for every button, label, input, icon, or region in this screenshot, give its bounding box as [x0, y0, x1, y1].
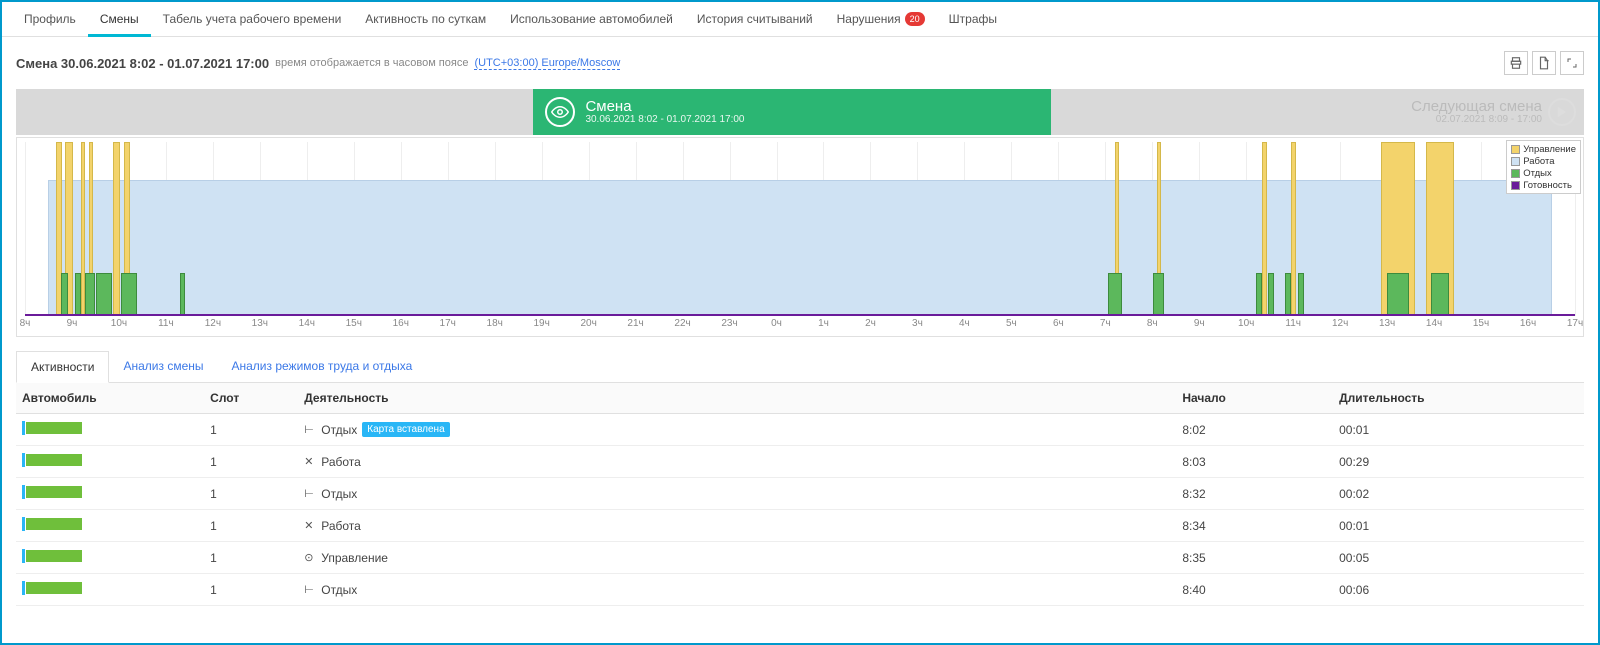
- th-Автомобиль[interactable]: Автомобиль: [16, 383, 204, 414]
- tab-Табель учета рабочего времени[interactable]: Табель учета рабочего времени: [151, 2, 354, 36]
- tab-Активность по суткам[interactable]: Активность по суткам: [353, 2, 498, 36]
- fullscreen-button[interactable]: [1560, 51, 1584, 75]
- print-button[interactable]: [1504, 51, 1528, 75]
- activity-chart[interactable]: УправлениеРаботаОтдыхГотовность 8ч9ч10ч1…: [16, 137, 1584, 337]
- shift-banner-range: 30.06.2021 8:02 - 01.07.2021 17:00: [585, 114, 744, 125]
- eye-icon: [545, 97, 575, 127]
- shift-banner-title: Смена: [585, 99, 744, 114]
- table-row[interactable]: 1⊢Отдых8:4000:06: [16, 574, 1584, 606]
- work-icon: ✕: [304, 519, 316, 532]
- subtab-Анализ режимов труда и отдыха[interactable]: Анализ режимов труда и отдыха: [218, 351, 427, 382]
- th-Деятельность[interactable]: Деятельность: [298, 383, 1176, 414]
- activity-sub-tabs: АктивностиАнализ сменыАнализ режимов тру…: [16, 351, 1584, 383]
- shift-banner-row: Смена 30.06.2021 8:02 - 01.07.2021 17:00…: [16, 89, 1584, 135]
- next-shift[interactable]: Следующая смена 02.07.2021 8:09 - 17:00: [1411, 89, 1584, 135]
- tab-Профиль[interactable]: Профиль: [12, 2, 88, 36]
- timezone-link[interactable]: (UTC+03:00) Europe/Moscow: [474, 57, 620, 70]
- tab-История считываний[interactable]: История считываний: [685, 2, 825, 36]
- chart-axis: 8ч9ч10ч11ч12ч13ч14ч15ч16ч17ч18ч19ч20ч21ч…: [25, 318, 1575, 334]
- th-Длительность[interactable]: Длительность: [1333, 383, 1584, 414]
- next-shift-range: 02.07.2021 8:09 - 17:00: [1411, 114, 1542, 125]
- shift-subheader: Смена 30.06.2021 8:02 - 01.07.2021 17:00…: [2, 37, 1598, 83]
- th-Слот[interactable]: Слот: [204, 383, 298, 414]
- rest-icon: ⊢: [304, 487, 316, 500]
- subtab-Анализ смены[interactable]: Анализ смены: [109, 351, 217, 382]
- tab-Штрафы[interactable]: Штрафы: [937, 2, 1009, 36]
- tab-Использование автомобилей[interactable]: Использование автомобилей: [498, 2, 685, 36]
- chart-baseline: [25, 314, 1575, 316]
- rest-icon: ⊢: [304, 423, 316, 436]
- drive-icon: ⊙: [304, 551, 316, 564]
- work-icon: ✕: [304, 455, 316, 468]
- export-button[interactable]: [1532, 51, 1556, 75]
- table-header-row: АвтомобильСлотДеятельностьНачалоДлительн…: [16, 383, 1584, 414]
- timezone-label: время отображается в часовом поясе: [275, 57, 468, 69]
- card-inserted-tag: Карта вставлена: [362, 422, 449, 437]
- current-shift-banner[interactable]: Смена 30.06.2021 8:02 - 01.07.2021 17:00: [533, 89, 1050, 135]
- table-row[interactable]: 1⊢ОтдыхКарта вставлена8:0200:01: [16, 414, 1584, 446]
- table-row[interactable]: 1✕Работа8:0300:29: [16, 446, 1584, 478]
- next-arrow-icon: [1548, 98, 1576, 126]
- table-row[interactable]: 1✕Работа8:3400:01: [16, 510, 1584, 542]
- badge: 20: [905, 12, 925, 26]
- table-row[interactable]: 1⊢Отдых8:3200:02: [16, 478, 1584, 510]
- th-Начало[interactable]: Начало: [1176, 383, 1333, 414]
- next-shift-title: Следующая смена: [1411, 99, 1542, 114]
- chart-legend: УправлениеРаботаОтдыхГотовность: [1506, 140, 1581, 194]
- tab-Нарушения[interactable]: Нарушения20: [825, 2, 937, 36]
- shift-title: Смена 30.06.2021 8:02 - 01.07.2021 17:00: [16, 56, 269, 71]
- top-tabs: ПрофильСменыТабель учета рабочего времен…: [2, 2, 1598, 37]
- subtab-Активности[interactable]: Активности: [16, 351, 109, 383]
- chart-area: [25, 142, 1575, 316]
- subheader-actions: [1504, 51, 1584, 75]
- tab-Смены[interactable]: Смены: [88, 2, 151, 36]
- table-row[interactable]: 1⊙Управление8:3500:05: [16, 542, 1584, 574]
- rest-icon: ⊢: [304, 583, 316, 596]
- activities-table: АвтомобильСлотДеятельностьНачалоДлительн…: [16, 383, 1584, 606]
